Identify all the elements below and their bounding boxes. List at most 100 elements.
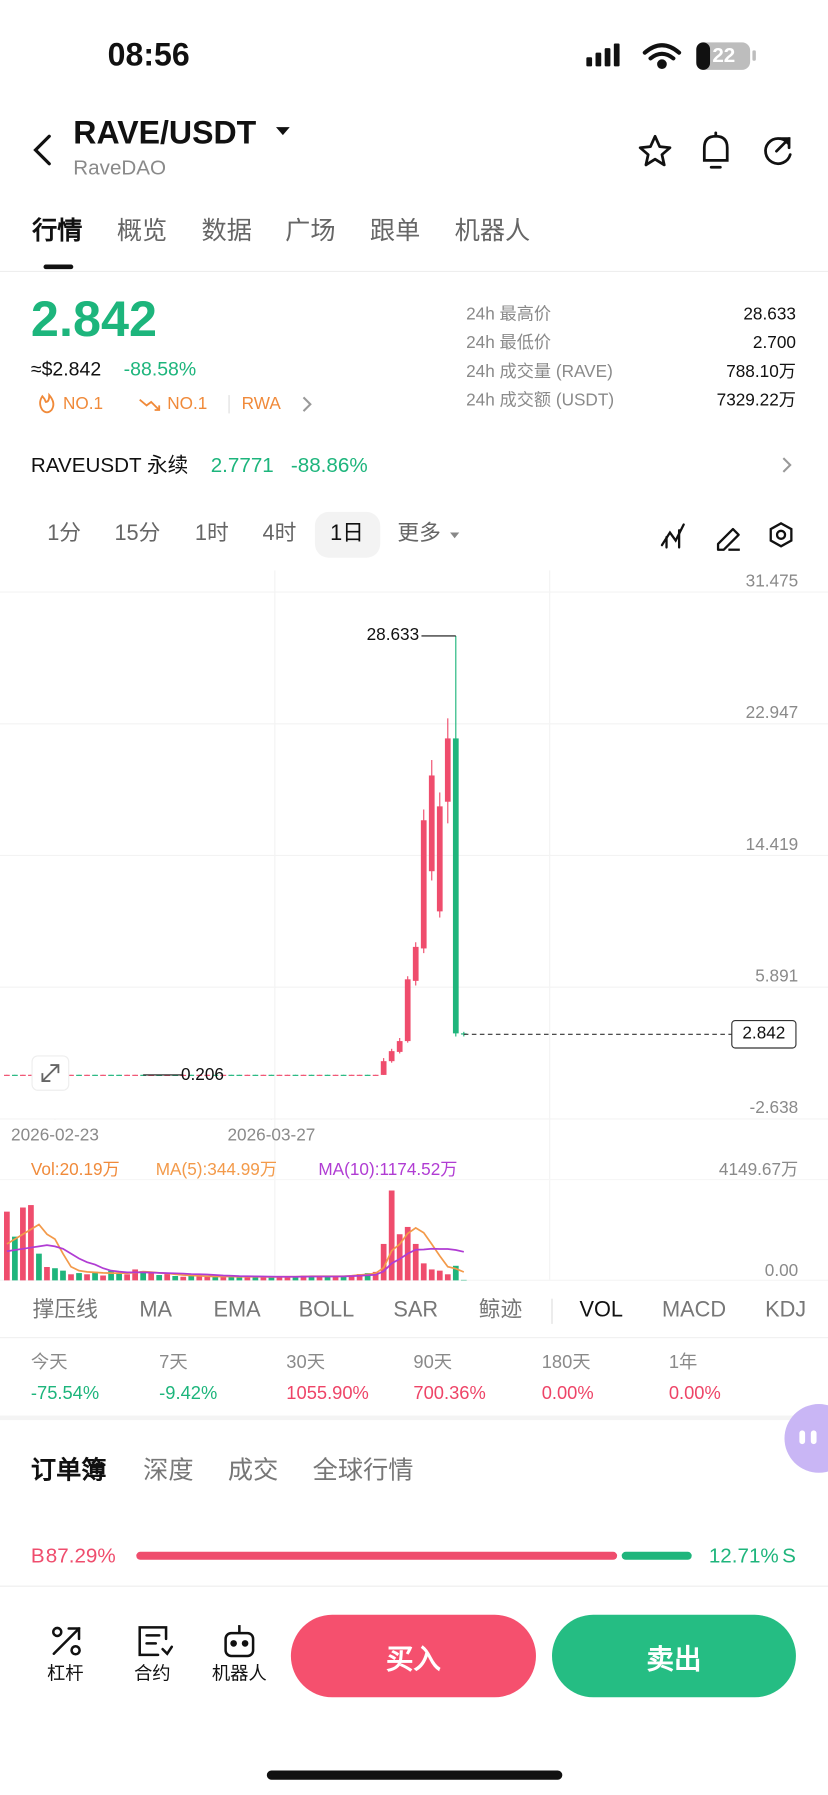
legend-entry: MA(5):344.99万 bbox=[155, 1160, 278, 1180]
volume-bar bbox=[92, 1271, 98, 1281]
tab[interactable]: 概览 bbox=[116, 216, 168, 245]
y-tick-label: 14.419 bbox=[745, 834, 799, 855]
volume-bar bbox=[236, 1277, 243, 1281]
indicator-tab[interactable]: BOLL bbox=[298, 1298, 355, 1323]
volume-bar bbox=[388, 1190, 395, 1281]
tab[interactable]: 跟单 bbox=[369, 216, 421, 245]
settings-icon[interactable] bbox=[769, 522, 793, 548]
return-period: 1年 bbox=[668, 1352, 698, 1373]
interval[interactable]: 15分 bbox=[114, 521, 161, 546]
tool-label[interactable]: 合约 bbox=[133, 1664, 171, 1684]
book-tab[interactable]: 订单簿 bbox=[30, 1455, 107, 1484]
book-tab[interactable]: 深度 bbox=[143, 1455, 194, 1484]
volume-bar bbox=[164, 1274, 171, 1281]
bell-icon[interactable] bbox=[702, 131, 729, 169]
tab[interactable]: 机器人 bbox=[454, 216, 531, 245]
candle-body bbox=[76, 1074, 82, 1076]
perp-name[interactable]: RAVEUSDT 永续 bbox=[30, 453, 189, 477]
return-value: 0.00% bbox=[668, 1383, 721, 1404]
indicator-tab[interactable]: SAR bbox=[393, 1298, 439, 1323]
indicator-icon[interactable] bbox=[660, 523, 685, 549]
pair-title[interactable]: RAVE/USDT bbox=[73, 114, 257, 151]
volume-bar bbox=[132, 1269, 139, 1281]
candle-body bbox=[388, 1051, 395, 1062]
sell-label[interactable]: 卖出 bbox=[646, 1643, 702, 1675]
interval[interactable]: 更多 bbox=[397, 521, 441, 546]
tab[interactable]: 数据 bbox=[201, 216, 252, 245]
back-icon[interactable] bbox=[33, 134, 51, 166]
dropdown-icon[interactable] bbox=[276, 127, 290, 136]
interval[interactable]: 1分 bbox=[47, 521, 82, 546]
tab[interactable]: 广场 bbox=[285, 216, 336, 245]
volume-bar bbox=[260, 1276, 267, 1281]
rank-tag[interactable]: NO.1 bbox=[167, 393, 208, 414]
volume-bar bbox=[452, 1265, 459, 1281]
indicator-tab[interactable]: 鲸迹 bbox=[478, 1298, 523, 1323]
refresh-icon[interactable] bbox=[764, 137, 792, 165]
last-price: 2.842 bbox=[30, 291, 158, 348]
buy-button[interactable]: 买入 bbox=[290, 1614, 536, 1698]
draw-icon[interactable] bbox=[716, 527, 740, 551]
book-tab[interactable]: 全球行情 bbox=[312, 1455, 414, 1484]
candle-body bbox=[436, 806, 443, 912]
leverage-icon[interactable] bbox=[51, 1626, 81, 1656]
indicator-tab[interactable]: MACD bbox=[661, 1298, 727, 1323]
tab[interactable]: 行情 bbox=[32, 216, 83, 245]
indicator-tab[interactable]: 撑压线 bbox=[32, 1298, 98, 1323]
sector-tag[interactable]: RWA bbox=[241, 393, 281, 414]
stat-value: 28.633 bbox=[743, 304, 796, 325]
interval[interactable]: 4时 bbox=[262, 521, 297, 546]
stat-label: 24h 最低价 bbox=[466, 333, 552, 353]
low-label: 0.206 bbox=[180, 1064, 224, 1085]
volume-bar bbox=[300, 1275, 307, 1281]
volume-bar bbox=[140, 1271, 147, 1281]
home-indicator bbox=[266, 1770, 563, 1780]
book-tab[interactable]: 成交 bbox=[227, 1455, 279, 1484]
candle-body bbox=[28, 1074, 34, 1076]
indicator-tab[interactable]: EMA bbox=[213, 1298, 261, 1323]
sell-label: S bbox=[782, 1544, 796, 1567]
volume-bar bbox=[156, 1275, 163, 1281]
expand-button[interactable] bbox=[31, 1055, 70, 1091]
star-icon[interactable] bbox=[638, 134, 672, 167]
buy-label[interactable]: 买入 bbox=[385, 1643, 441, 1675]
candle-body bbox=[276, 1074, 283, 1076]
interval[interactable]: 1时 bbox=[194, 521, 229, 546]
volume-bar bbox=[212, 1276, 219, 1281]
indicator-tab[interactable]: VOL bbox=[579, 1298, 624, 1323]
signal-icon bbox=[586, 43, 620, 67]
volume-bar bbox=[412, 1243, 419, 1281]
candle-body bbox=[132, 1074, 139, 1076]
tool-label[interactable]: 杠杆 bbox=[46, 1664, 84, 1684]
rank-tag[interactable]: NO.1 bbox=[62, 393, 104, 414]
return-period: 30天 bbox=[286, 1352, 326, 1373]
indicator-tab[interactable]: KDJ bbox=[765, 1298, 807, 1323]
wifi-icon bbox=[642, 43, 682, 70]
return-value: 0.00% bbox=[541, 1383, 594, 1404]
last-price-box bbox=[731, 1019, 797, 1049]
interval[interactable]: 1日 bbox=[330, 521, 364, 546]
volume-bar bbox=[68, 1274, 74, 1281]
contract-icon[interactable] bbox=[138, 1626, 174, 1657]
indicator-tab[interactable]: MA bbox=[139, 1298, 173, 1323]
return-period: 180天 bbox=[541, 1352, 591, 1373]
candle-body bbox=[428, 775, 435, 872]
assistant-bubble[interactable] bbox=[784, 1404, 828, 1473]
candle-body bbox=[420, 820, 427, 949]
chevron-icon[interactable] bbox=[782, 457, 792, 473]
stat-value: 788.10万 bbox=[726, 361, 796, 382]
volume-bar bbox=[124, 1274, 130, 1281]
y-tick-label: 5.891 bbox=[755, 966, 799, 987]
candle-body bbox=[84, 1074, 90, 1076]
candle-body bbox=[404, 979, 411, 1042]
tool-label[interactable]: 机器人 bbox=[211, 1664, 267, 1684]
return-value: 700.36% bbox=[413, 1383, 486, 1404]
volume-bar bbox=[396, 1234, 403, 1281]
volume-bar bbox=[220, 1275, 227, 1281]
sell-button[interactable]: 卖出 bbox=[552, 1614, 796, 1698]
more-caret bbox=[450, 532, 460, 539]
robot-icon[interactable] bbox=[224, 1625, 255, 1658]
stat-label: 24h 成交额 (USDT) bbox=[466, 390, 615, 410]
chevron-icon[interactable] bbox=[302, 396, 312, 412]
